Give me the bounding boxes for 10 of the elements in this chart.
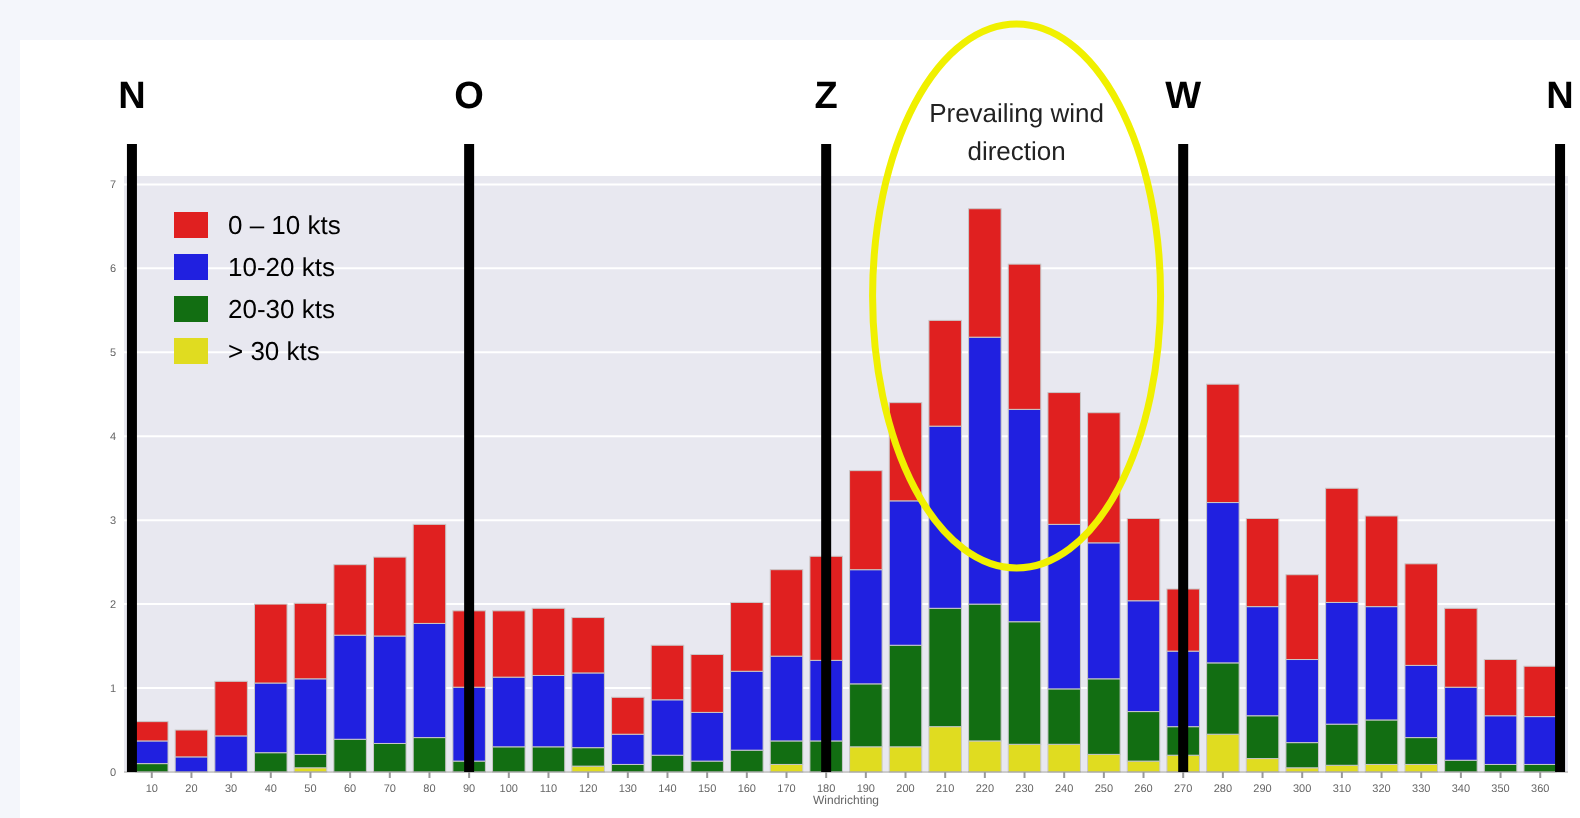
- legend-label: 20-30 kts: [228, 294, 336, 324]
- legend-label: 0 – 10 kts: [228, 210, 342, 240]
- ref-line-label: N: [1546, 76, 1574, 118]
- legend-label: 10-20 kts: [228, 252, 336, 282]
- text: Prevailing wind direction: [929, 98, 1105, 166]
- ref-line-label: W: [1165, 76, 1202, 118]
- legend-label: > 30 kts: [228, 336, 321, 366]
- ref-line-label: Z: [814, 76, 839, 118]
- ref-line-label: O: [454, 76, 484, 118]
- ref-line-label: N: [118, 76, 146, 118]
